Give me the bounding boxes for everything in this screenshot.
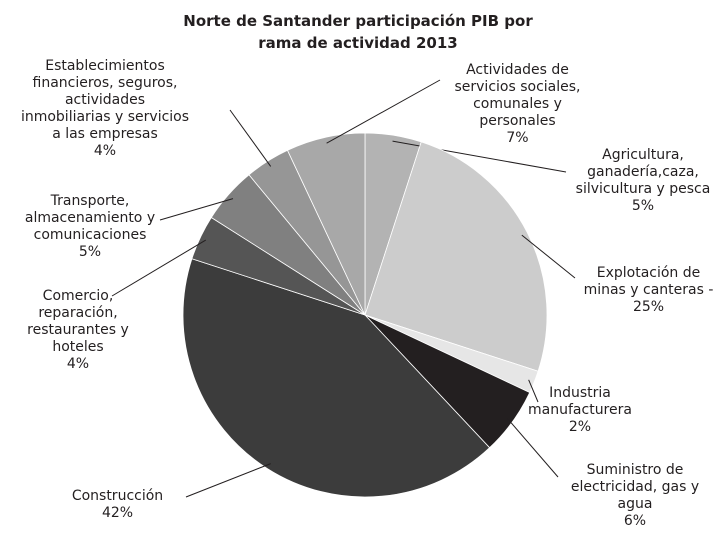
leader-line — [528, 379, 539, 403]
value-label: 5% — [78, 244, 102, 260]
value-label: 4% — [93, 143, 117, 159]
value-label: 5% — [631, 198, 655, 214]
category-label: Construcción — [71, 488, 164, 504]
category-label: Suministro de electricidad, gas y agua — [570, 462, 700, 512]
slice-label: Comercio, reparación, restaurantes y hot… — [18, 288, 138, 373]
value-label: 7% — [506, 130, 529, 146]
leader-line — [111, 239, 207, 297]
slice-label: Establecimientos financieros, seguros, a… — [20, 58, 190, 160]
leader-line — [326, 79, 441, 144]
category-label: Actividades de servicios sociales, comun… — [454, 62, 581, 129]
chart-title: Norte de Santander participación PIB por… — [183, 12, 533, 52]
category-label: Agricultura, ganadería,caza, silvicultur… — [575, 147, 711, 197]
category-label: Establecimientos financieros, seguros, a… — [20, 58, 190, 142]
category-label: Transporte, almacenamiento y comunicacio… — [24, 193, 156, 243]
slice-label: Agricultura, ganadería,caza, silvicultur… — [568, 147, 716, 215]
slice-label: Industria manufacturera 2% — [520, 385, 640, 436]
leader-line — [507, 418, 559, 478]
slice-label: Explotación de minas y canteras - 25% — [576, 265, 716, 316]
slice-label: Construcción 42% — [50, 488, 185, 522]
category-label: Comercio, reparación, restaurantes y hot… — [27, 288, 129, 355]
leader-line — [185, 463, 271, 498]
slice-label: Actividades de servicios sociales, comun… — [440, 62, 595, 147]
category-label: Industria manufacturera — [528, 385, 632, 418]
value-label: 6% — [623, 513, 647, 529]
value-label: 4% — [66, 356, 90, 372]
pie-slice — [182, 258, 491, 498]
pie-slice — [364, 141, 548, 372]
leader-line — [229, 109, 272, 167]
value-label: 42% — [101, 505, 134, 521]
value-label: - 25% — [632, 282, 714, 315]
leader-line — [159, 198, 234, 221]
pie-slice — [286, 132, 366, 316]
slice-label: Transporte, almacenamiento y comunicacio… — [10, 193, 170, 261]
slice-label: Suministro de electricidad, gas y agua 6% — [560, 462, 710, 530]
leader-line — [521, 234, 576, 279]
value-label: 2% — [568, 419, 592, 435]
category-label: Explotación de minas y canteras — [583, 265, 704, 298]
